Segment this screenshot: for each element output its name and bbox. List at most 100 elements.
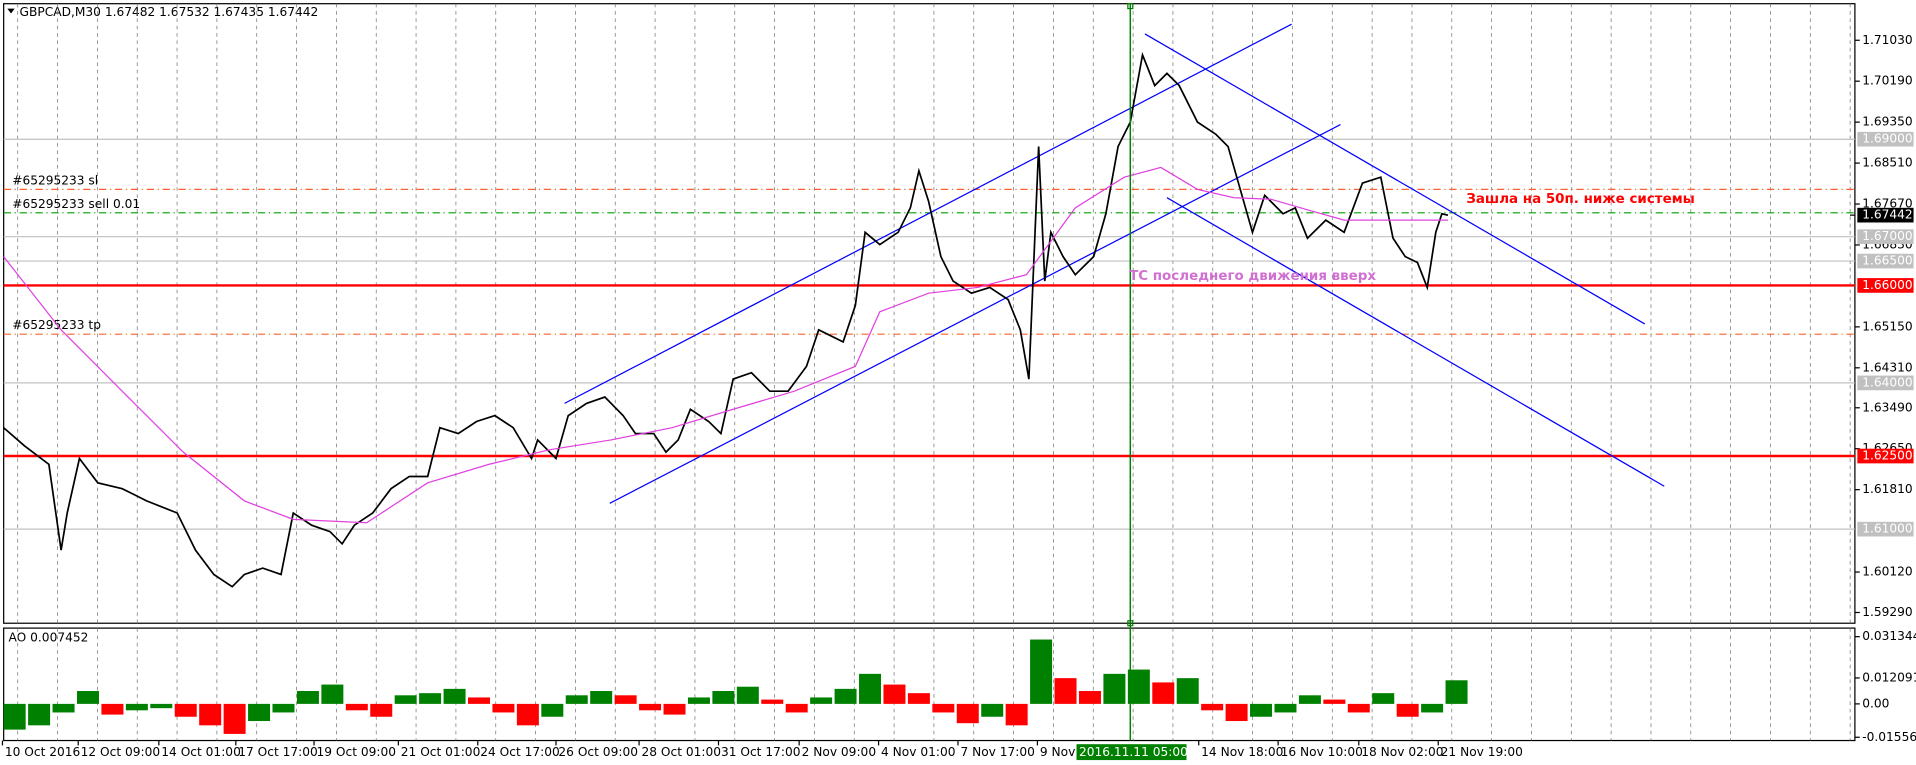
x-tick-label: 19 Oct 09:00 — [316, 745, 396, 759]
y-tick-label: 1.61810 — [1862, 482, 1912, 496]
ao-bar — [761, 699, 784, 704]
ao-bar — [590, 691, 613, 704]
current-price-label: 1.67442 — [1862, 208, 1912, 222]
x-tick-label: 17 Oct 17:00 — [238, 745, 318, 759]
ao-bar — [785, 703, 808, 713]
ao-bar — [1030, 639, 1053, 704]
ao-bar — [1396, 703, 1419, 717]
level-label: 1.66000 — [1862, 278, 1912, 292]
ao-bar — [1152, 682, 1175, 704]
level-label: 1.62500 — [1862, 449, 1912, 463]
current-price-tag — [1857, 207, 1914, 223]
x-tick-label: 2 Nov 09:00 — [802, 745, 877, 759]
cursor-tag — [1076, 744, 1187, 761]
ao-bar — [248, 703, 271, 722]
ao-bar — [1347, 703, 1370, 713]
price-panel — [3, 3, 1856, 624]
level-label: 1.64000 — [1862, 375, 1912, 389]
cursor-handle — [1127, 620, 1134, 627]
ao-bar — [174, 703, 197, 717]
y-tick-label: 1.64310 — [1862, 360, 1912, 374]
ao-bar — [834, 688, 857, 704]
price-line — [3, 51, 1449, 588]
y-tick-label: 1.60120 — [1862, 565, 1912, 579]
ao-bar — [1005, 703, 1028, 726]
level-label: 1.67000 — [1862, 229, 1912, 243]
cursor-label: 2016.11.11 05:00 — [1079, 745, 1188, 759]
x-tick-label: 12 Oct 09:00 — [81, 745, 161, 759]
ao-bar — [443, 688, 466, 704]
ao-bar — [1176, 678, 1199, 704]
cursor-handle — [1127, 3, 1134, 10]
ao-bar — [468, 697, 490, 704]
ao-bar — [907, 693, 930, 704]
x-tick-label: 26 Oct 09:00 — [558, 745, 638, 759]
x-tick-label: 10 Oct 2016 — [5, 745, 80, 759]
ao-bar — [932, 703, 955, 713]
ao-bar — [516, 703, 539, 726]
ind-y-tick-label: 0.031344 — [1862, 629, 1916, 643]
x-tick-label: 18 Nov 02:00 — [1361, 745, 1443, 759]
level-tag — [1857, 521, 1914, 537]
indicator-title: AO 0.007452 — [9, 630, 89, 644]
ao-bar — [712, 691, 735, 704]
y-tick-label: 1.63490 — [1862, 400, 1912, 414]
ao-bar — [1201, 703, 1224, 711]
level-label: 1.61000 — [1862, 522, 1912, 536]
ao-bar — [3, 703, 26, 730]
moving-average — [3, 166, 1448, 524]
ao-bar — [296, 691, 319, 704]
order-label: #65295233 sl — [12, 173, 98, 187]
y-tick-label: 1.69350 — [1862, 115, 1912, 129]
ao-bar — [1421, 703, 1444, 713]
ind-y-tick-label: 0.00 — [1862, 696, 1889, 710]
level-label: 1.69000 — [1862, 132, 1912, 146]
ao-bar — [150, 703, 173, 709]
annotation: ТС последнего движения вверх — [1129, 269, 1376, 284]
ao-bar — [956, 703, 979, 724]
ao-bar — [272, 703, 295, 713]
ao-bar — [1103, 673, 1126, 704]
ao-bar — [1054, 678, 1077, 704]
ao-bar — [394, 695, 417, 704]
x-tick-label: 31 Oct 17:00 — [721, 745, 801, 759]
ao-bar — [1127, 669, 1150, 704]
symbol-info: GBPCAD,M30 1.67482 1.67532 1.67435 1.674… — [20, 5, 319, 19]
trendline — [1144, 33, 1646, 325]
ao-bar — [125, 703, 148, 711]
y-tick-label: 1.70190 — [1862, 74, 1912, 88]
y-tick-label: 1.65150 — [1862, 319, 1912, 333]
ao-bar — [28, 703, 51, 726]
x-tick-label: 21 Oct 01:00 — [401, 745, 481, 759]
ao-bar — [101, 703, 124, 715]
ao-bar — [1250, 703, 1273, 717]
x-tick-label: 14 Oct 01:00 — [161, 745, 241, 759]
ao-bar — [492, 703, 515, 713]
ao-bar — [1445, 680, 1468, 704]
ao-bar — [345, 703, 368, 711]
ao-bar — [663, 703, 686, 715]
level-tag — [1857, 253, 1914, 269]
x-tick-label: 9 Nov — [1040, 745, 1075, 759]
ao-bar — [639, 703, 662, 711]
level-tag — [1857, 131, 1914, 147]
ao-bar — [370, 703, 393, 717]
y-tick-label: 1.68510 — [1862, 156, 1912, 170]
plot-layer: 1.710301.701901.693501.685101.676701.668… — [1, 3, 1916, 761]
x-tick-label: 14 Nov 18:00 — [1201, 745, 1283, 759]
ao-bar — [1323, 699, 1346, 704]
level-tag — [1857, 448, 1914, 464]
ind-y-tick-label: 0.012091 — [1862, 670, 1916, 684]
ao-bar — [565, 695, 588, 704]
ao-bar — [981, 703, 1004, 717]
x-tick-label: 4 Nov 01:00 — [881, 745, 956, 759]
ao-bar — [1274, 703, 1297, 713]
ao-bar — [810, 697, 833, 704]
menu-triangle — [7, 8, 15, 14]
trendline — [1166, 197, 1665, 487]
annotation: Зашла на 50п. ниже системы — [1466, 192, 1695, 207]
x-tick-label: 16 Nov 10:00 — [1281, 745, 1363, 759]
trendline — [564, 23, 1292, 404]
